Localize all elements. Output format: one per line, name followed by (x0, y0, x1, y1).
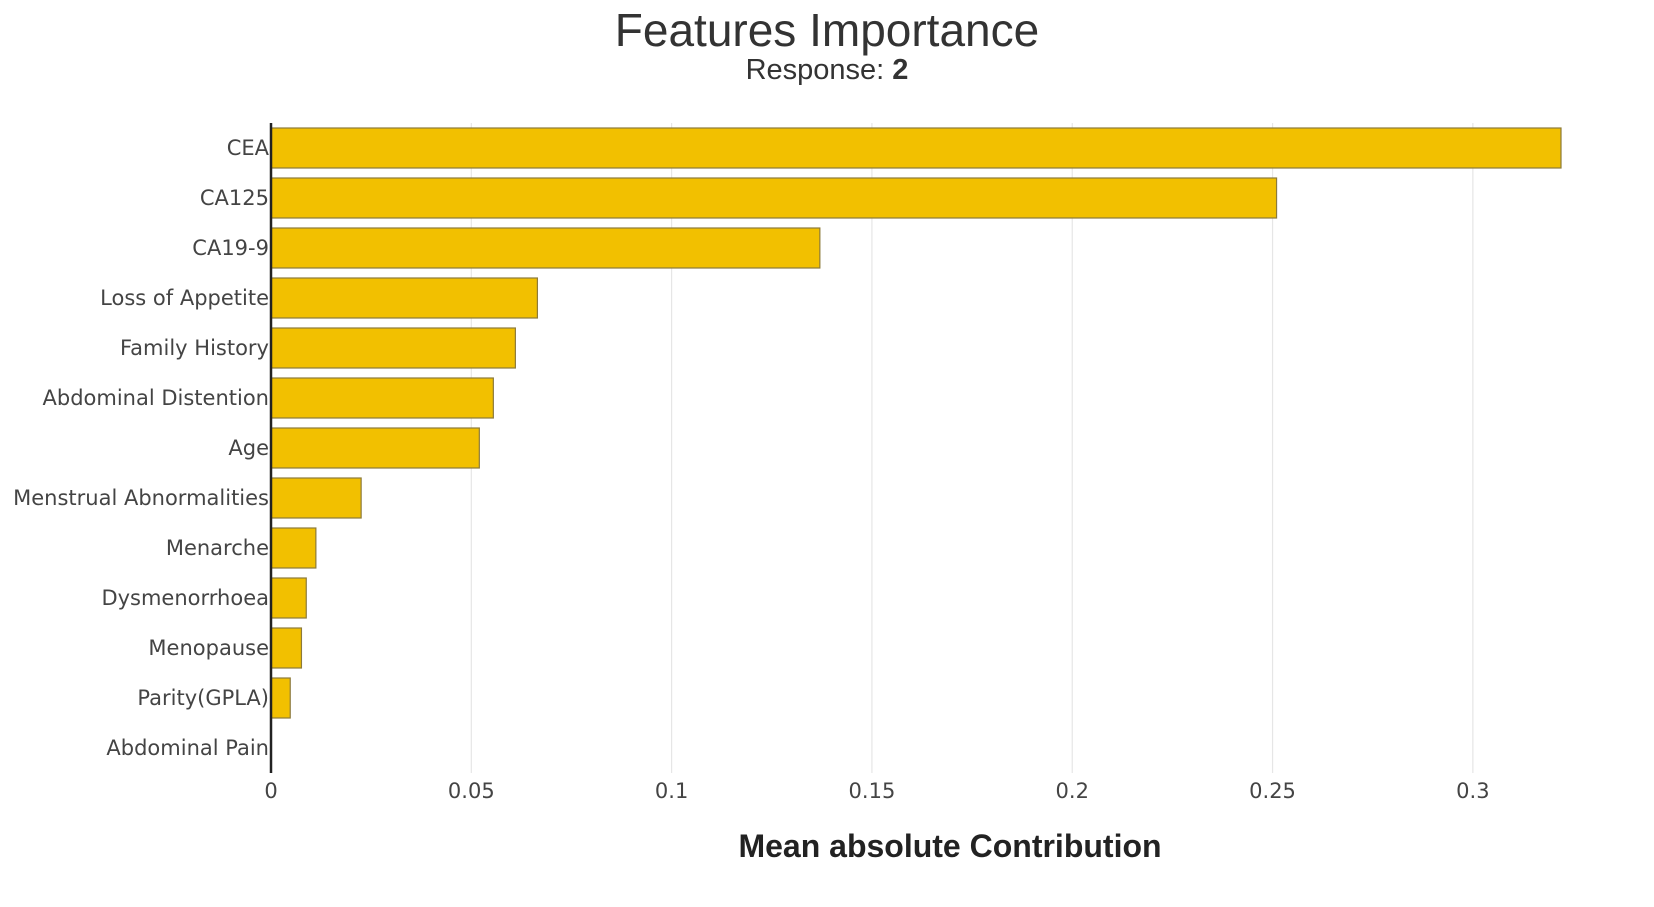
bar (270, 677, 291, 719)
gridlines (470, 123, 1474, 773)
category-label: CA19-9 (192, 236, 269, 260)
bar (270, 377, 494, 419)
category-label: Loss of Appetite (100, 286, 269, 310)
bar (270, 227, 821, 269)
category-label: Dysmenorrhoea (101, 586, 269, 610)
x-tick-label: 0.15 (849, 779, 896, 803)
category-label: Family History (120, 336, 269, 360)
category-labels: CEA CA125 CA19-9 Loss of Appetite Family His… (13, 136, 270, 760)
bar (270, 477, 362, 519)
bar (270, 177, 1278, 219)
bar (270, 427, 480, 469)
x-tick-label: 0 (264, 779, 277, 803)
bars (270, 127, 1562, 719)
x-tick-label: 0.1 (655, 779, 688, 803)
subtitle-prefix: Response: (745, 54, 885, 86)
category-label: Parity(GPLA) (137, 686, 269, 710)
x-tick-label: 0.2 (1056, 779, 1089, 803)
bar (270, 577, 307, 619)
x-axis-title: Mean absolute Contribution (738, 828, 1161, 864)
x-tick-labels: 0 0.05 0.1 0.15 0.2 0.25 0.3 (264, 779, 1489, 803)
x-tick-label: 0.3 (1456, 779, 1489, 803)
bar (270, 527, 317, 569)
chart-title: Features Importance (614, 4, 1040, 56)
category-label: Abdominal Distention (43, 386, 270, 410)
category-label: CA125 (200, 186, 269, 210)
category-label: Age (228, 436, 269, 460)
subtitle-value: 2 (892, 54, 909, 86)
category-label: Menstrual Abnormalities (13, 486, 269, 510)
bar (270, 127, 1562, 169)
x-tick-label: 0.05 (448, 779, 495, 803)
bar (270, 277, 539, 319)
category-label: Menopause (148, 636, 269, 660)
category-label: Menarche (166, 536, 269, 560)
category-label: Abdominal Pain (106, 736, 269, 760)
bar (270, 327, 516, 369)
bar (270, 627, 303, 669)
category-label: CEA (227, 136, 270, 160)
x-tick-label: 0.25 (1249, 779, 1296, 803)
chart-subtitle: Response: 2 (0, 52, 1654, 88)
